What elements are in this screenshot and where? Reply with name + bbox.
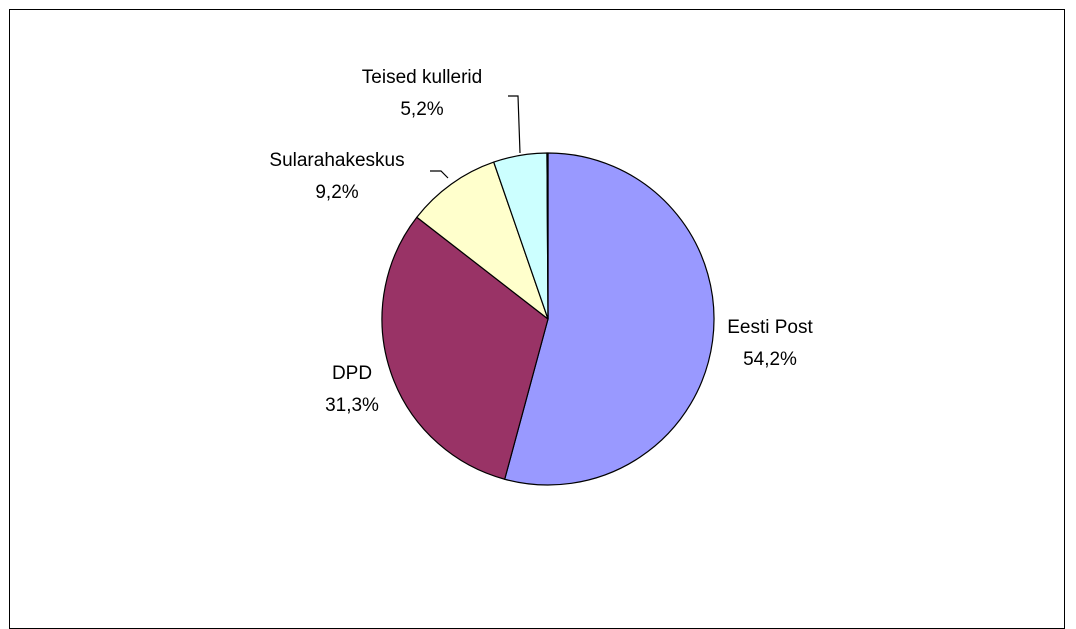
slice-label-dpd-name: DPD [332,363,372,384]
slice-label-eesti-post-name: Eesti Post [727,317,813,338]
slice-label-sularahakeskus-value: 9,2% [315,182,358,203]
pie-slice-eesti-post [504,152,715,486]
slice-label-teised-kullerid-name: Teised kullerid [362,67,482,88]
pie-slice-other-4 [546,152,549,320]
slice-label-teised-kullerid-value: 5,2% [400,99,443,120]
pie-slice-dpd [381,216,549,480]
slice-label-eesti-post-value: 54,2% [743,349,797,370]
slice-label-dpd-value: 31,3% [325,395,379,416]
leader-line-teised-kullerid [508,95,521,154]
pie-slice-sularahakeskus [416,161,549,320]
slice-label-sularahakeskus-name: Sularahakeskus [269,150,404,171]
leader-line-sularahakeskus [430,170,449,179]
